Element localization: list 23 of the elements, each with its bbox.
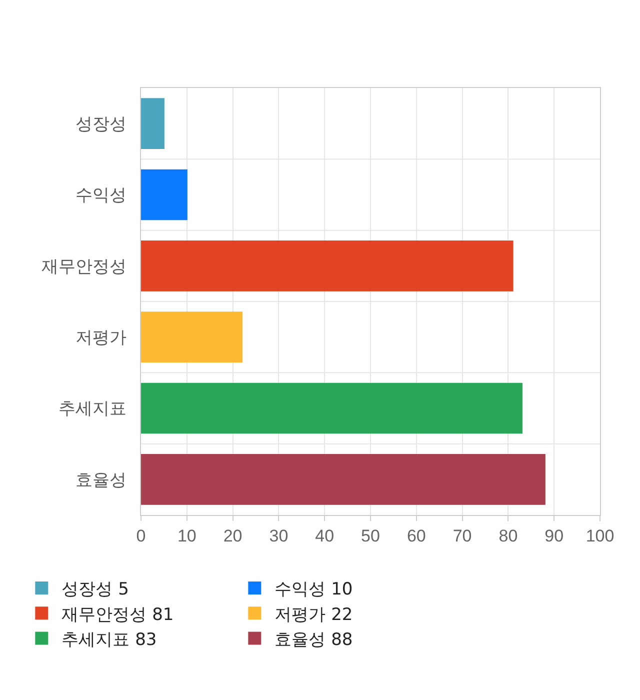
- x-tick-label: 80: [498, 526, 518, 546]
- x-tick-label: 70: [452, 526, 472, 546]
- y-tick-label: 저평가: [76, 328, 127, 348]
- legend-label: 재무안정성 81: [62, 604, 174, 625]
- y-tick-label: 재무안정성: [42, 256, 127, 277]
- x-tick-label: 0: [136, 526, 146, 546]
- y-tick-label: 수익성: [76, 186, 127, 206]
- x-tick-label: 40: [315, 526, 334, 546]
- y-tick-label: 효율성: [76, 470, 127, 490]
- y-tick-label: 성장성: [76, 114, 127, 135]
- legend-label: 수익성 10: [274, 580, 353, 600]
- x-tick-label: 90: [544, 526, 564, 546]
- legend-label: 성장성 5: [62, 580, 129, 600]
- y-tick-label: 추세지표: [58, 399, 127, 420]
- x-tick-label: 20: [223, 526, 242, 546]
- x-tick-label: 10: [177, 526, 196, 546]
- legend-label: 효율성 88: [274, 630, 353, 650]
- x-tick-label: 50: [361, 526, 380, 546]
- legend-label: 추세지표 83: [62, 630, 157, 650]
- x-tick-label: 60: [406, 526, 426, 546]
- x-tick-label: 100: [586, 526, 614, 546]
- x-tick-label: 30: [269, 526, 288, 546]
- legend-label: 저평가 22: [274, 604, 353, 625]
